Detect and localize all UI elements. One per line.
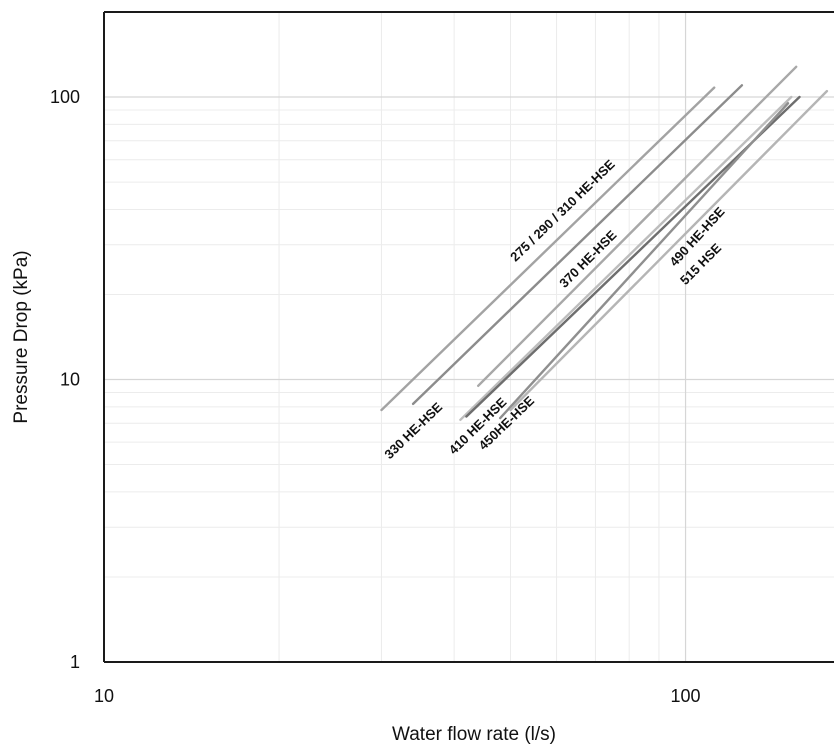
series-line bbox=[499, 102, 790, 420]
series-line bbox=[509, 89, 829, 412]
series-line bbox=[459, 95, 793, 421]
series-lines bbox=[380, 65, 829, 421]
x-tick-label: 10 bbox=[94, 686, 114, 706]
y-axis-title: Pressure Drop (kPa) bbox=[11, 250, 32, 423]
series-line bbox=[380, 86, 716, 412]
x-axis-title: Water flow rate (l/s) bbox=[392, 724, 556, 745]
plot-frame bbox=[103, 11, 834, 663]
y-tick-label: 1 bbox=[70, 652, 80, 672]
x-tick-label: 100 bbox=[671, 686, 701, 706]
series-line bbox=[411, 84, 744, 406]
y-tick-label: 100 bbox=[50, 87, 80, 107]
tick-labels: 10 100 1 10 100 bbox=[50, 87, 701, 706]
y-tick-label: 10 bbox=[60, 370, 80, 390]
series-line bbox=[477, 65, 798, 387]
